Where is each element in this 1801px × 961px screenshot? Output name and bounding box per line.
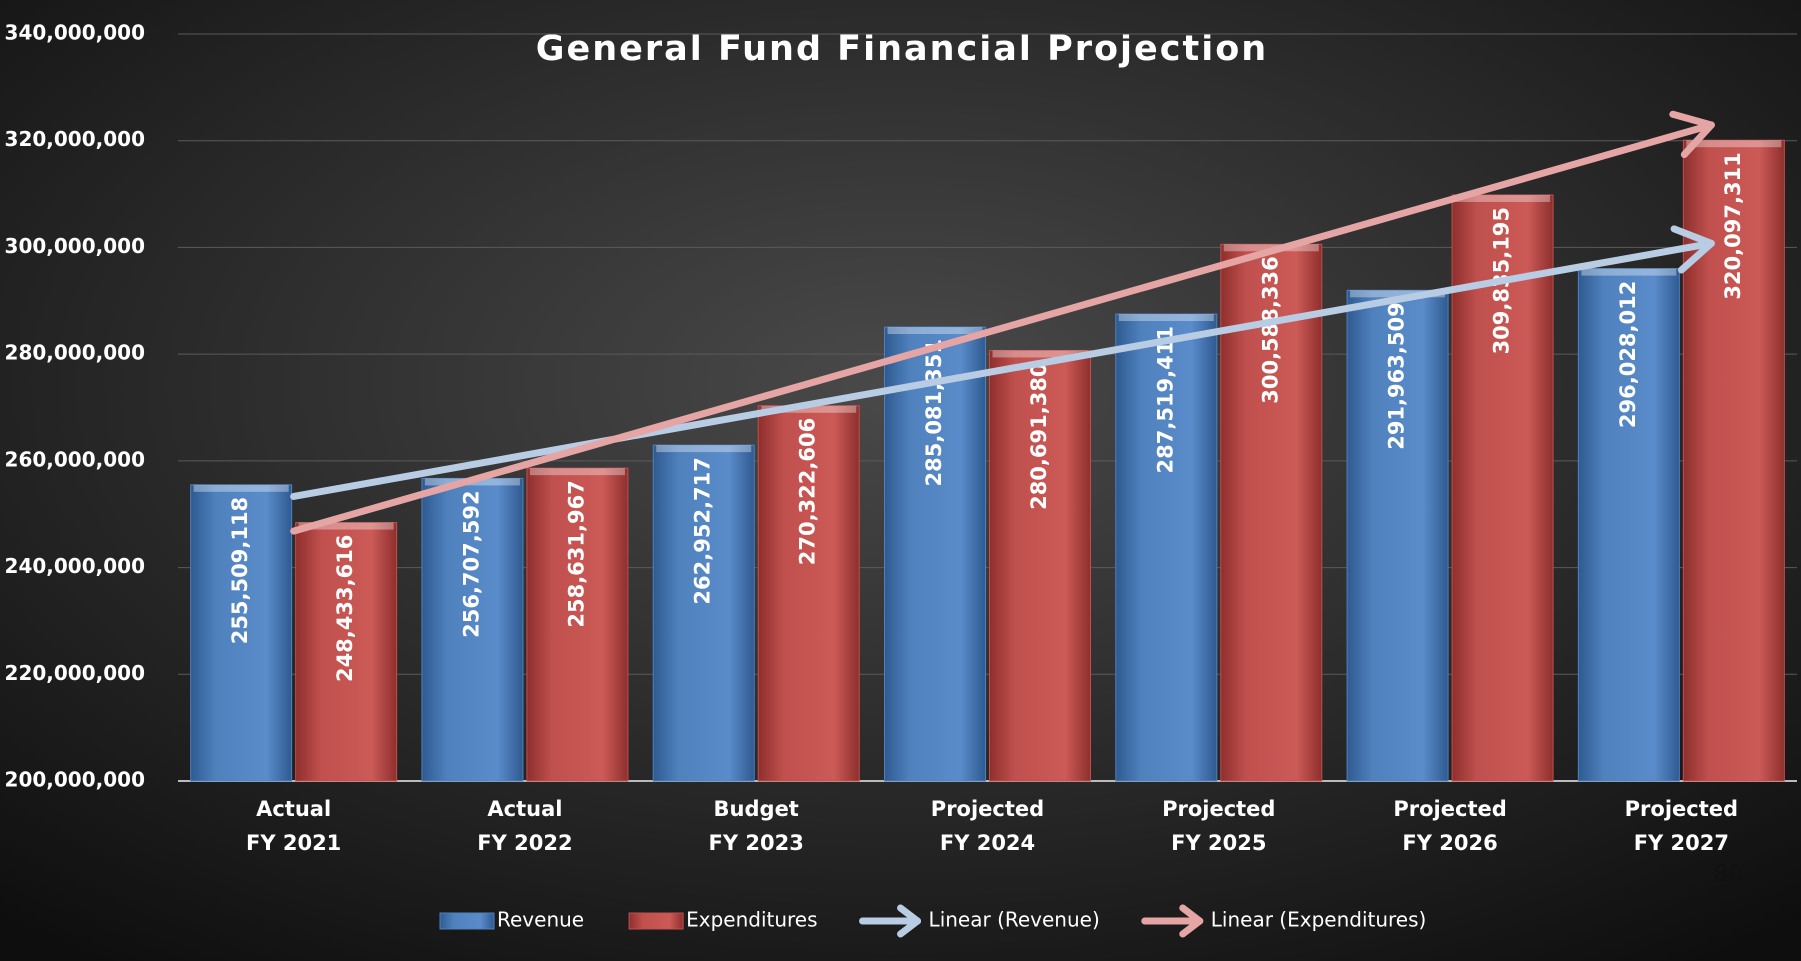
trendline xyxy=(290,239,1715,500)
value-label: 291,963,509 xyxy=(1385,302,1409,449)
x-tick-label: Budget FY 2023 xyxy=(709,797,804,855)
bar-cap xyxy=(992,350,1088,358)
bar xyxy=(421,477,524,782)
bar xyxy=(1220,243,1323,782)
value-label: 320,097,311 xyxy=(1721,152,1745,299)
legend-label: Linear (Expenditures) xyxy=(1211,908,1427,932)
legend-label: Linear (Revenue) xyxy=(929,908,1100,932)
value-label: 262,952,717 xyxy=(691,457,715,604)
bar xyxy=(1451,194,1554,782)
trendline xyxy=(290,121,1715,535)
value-label: 256,707,592 xyxy=(459,490,483,637)
bar xyxy=(757,405,860,782)
value-label: 285,081,351 xyxy=(922,339,946,486)
x-tick-label-line: Budget xyxy=(714,797,799,821)
value-label: 270,322,606 xyxy=(796,418,820,565)
legend-swatch xyxy=(628,912,684,930)
x-tick-label-line: FY 2027 xyxy=(1634,831,1729,855)
x-tick-label: Projected FY 2024 xyxy=(931,797,1044,855)
x-tick-label-line: Projected xyxy=(1393,797,1506,821)
x-tick-label-line: Projected xyxy=(1625,797,1738,821)
bar-cap xyxy=(529,468,625,476)
bar xyxy=(1346,289,1449,782)
y-tick-label: 260,000,000 xyxy=(5,447,145,471)
x-tick-label-line: FY 2022 xyxy=(477,831,572,855)
legend-label: Revenue xyxy=(497,908,584,932)
x-tick-label: Projected FY 2025 xyxy=(1162,797,1275,855)
bar-cap xyxy=(1350,290,1446,298)
bar xyxy=(1577,268,1680,782)
x-tick-label-line: Projected xyxy=(931,797,1044,821)
y-tick-label: 280,000,000 xyxy=(5,341,145,365)
legend-label: Expenditures xyxy=(686,908,817,932)
bar-cap xyxy=(1455,194,1551,202)
bar xyxy=(526,467,629,782)
value-label: 287,519,411 xyxy=(1153,326,1177,473)
bar xyxy=(884,326,986,782)
x-tick-label-line: FY 2025 xyxy=(1171,831,1266,855)
bar xyxy=(1115,313,1218,782)
bar-cap xyxy=(656,445,752,453)
legend-swatch xyxy=(439,912,495,930)
value-label: 258,631,967 xyxy=(564,480,588,627)
value-label: 255,509,118 xyxy=(228,497,252,644)
trendline-arrow xyxy=(1670,225,1715,274)
x-tick-label: Actual FY 2021 xyxy=(246,797,341,855)
legend-trend-arrow xyxy=(1179,904,1204,938)
y-tick-label: 220,000,000 xyxy=(5,661,145,685)
y-tick-label: 240,000,000 xyxy=(5,554,145,578)
bar-cap xyxy=(1581,268,1677,276)
x-tick-label-line: Projected xyxy=(1162,797,1275,821)
x-tick-label: Projected FY 2027 xyxy=(1625,797,1738,855)
bar xyxy=(295,522,398,782)
x-tick-label: Actual FY 2022 xyxy=(477,797,572,855)
x-tick-label-line: FY 2021 xyxy=(246,831,341,855)
x-tick-label-line: Actual xyxy=(487,797,562,821)
bar xyxy=(652,444,755,782)
bar-cap xyxy=(761,405,857,413)
value-label: 300,588,336 xyxy=(1258,256,1282,403)
y-tick-label: 200,000,000 xyxy=(5,768,145,792)
legend-trend-arrow xyxy=(897,904,922,938)
x-tick-label-line: FY 2026 xyxy=(1402,831,1497,855)
bar xyxy=(190,484,293,782)
chart-title: General Fund Financial Projection xyxy=(536,29,1268,69)
bar-cap xyxy=(193,484,289,492)
y-tick-label: 320,000,000 xyxy=(5,127,145,151)
x-tick-label-line: FY 2024 xyxy=(940,831,1035,855)
bar-cap xyxy=(1118,314,1214,322)
x-tick-label-line: FY 2023 xyxy=(709,831,804,855)
value-label: 296,028,012 xyxy=(1616,281,1640,428)
value-label: 248,433,616 xyxy=(333,535,357,682)
page-number: 80 xyxy=(1713,862,1742,888)
x-tick-label-line: Actual xyxy=(256,797,331,821)
y-tick-label: 340,000,000 xyxy=(5,21,145,45)
y-tick-label: 300,000,000 xyxy=(5,234,145,258)
x-tick-label: Projected FY 2026 xyxy=(1393,797,1506,855)
value-label: 280,691,380 xyxy=(1027,362,1051,509)
bar xyxy=(989,349,1091,782)
bar-cap xyxy=(298,522,394,530)
bar-cap xyxy=(1686,140,1782,148)
trendline-arrow xyxy=(1669,110,1715,158)
bar-cap xyxy=(887,327,983,335)
